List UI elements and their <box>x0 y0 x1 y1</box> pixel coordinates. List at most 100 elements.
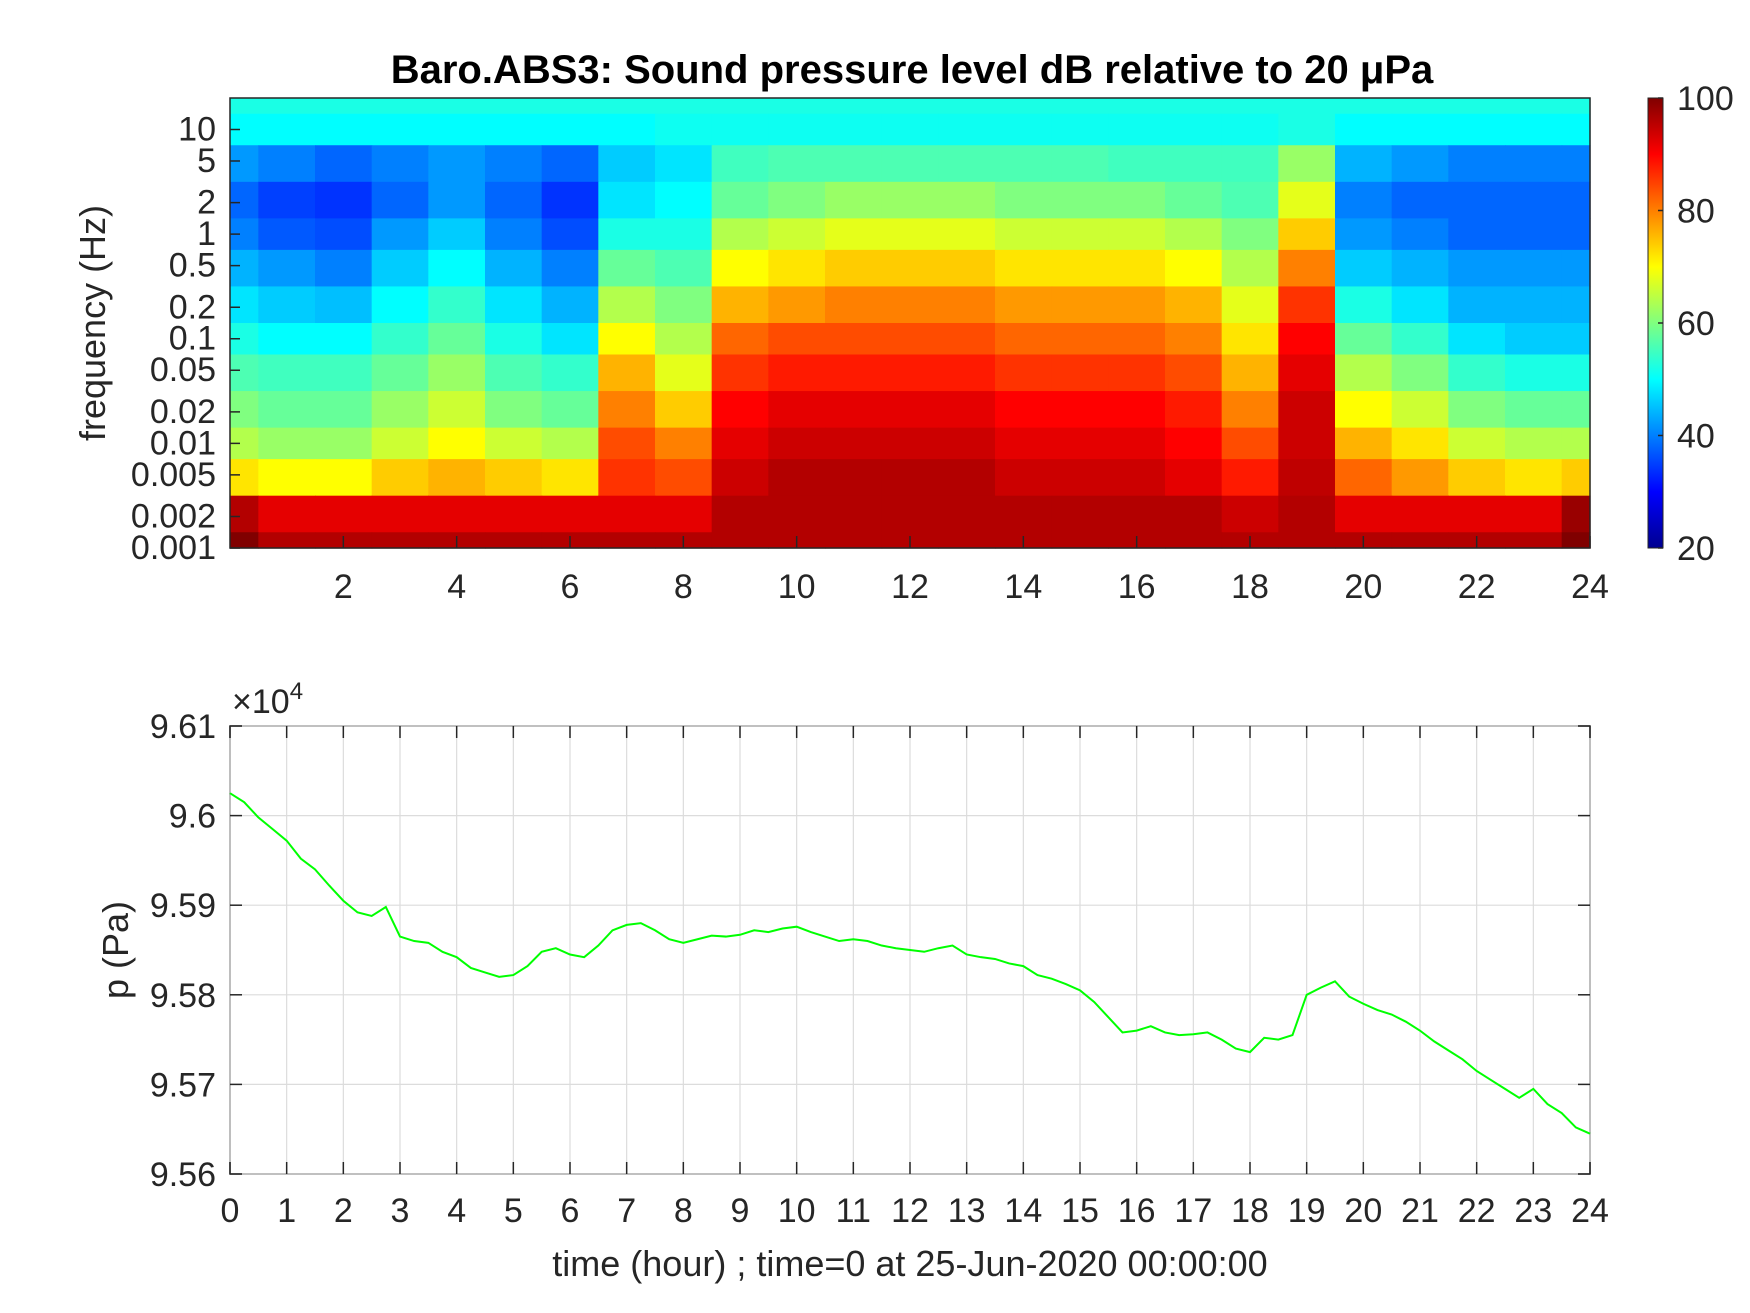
heatmap-cell <box>995 427 1053 460</box>
heatmap-cell <box>1391 145 1449 183</box>
heatmap-cell <box>655 218 713 251</box>
x-tick-label: 2 <box>334 1192 353 1230</box>
y-tick-label: 10 <box>178 110 216 148</box>
x-tick-label: 11 <box>836 1192 871 1230</box>
heatmap-cell <box>825 495 883 533</box>
colorbar-tick-label: 100 <box>1677 80 1734 118</box>
heatmap-cell <box>1165 427 1223 460</box>
heatmap-cell <box>1221 98 1279 115</box>
heatmap-cell <box>1505 113 1563 146</box>
heatmap-cell <box>598 249 656 288</box>
heatmap-cell <box>1108 427 1166 460</box>
colorbar-ticks: 100 80 60 40 20 <box>1658 80 1734 568</box>
heatmap-cell <box>315 391 373 429</box>
heatmap-cell <box>371 218 429 251</box>
heatmap-cell <box>541 495 599 533</box>
heatmap-cell <box>1561 391 1591 429</box>
heatmap-cell <box>1391 181 1449 219</box>
heatmap-cell <box>598 354 656 392</box>
x-tick-label: 24 <box>1571 1192 1609 1230</box>
heatmap-cell <box>258 495 316 533</box>
heatmap-cell <box>541 354 599 392</box>
colorbar-tick-label: 60 <box>1677 305 1715 343</box>
heatmap-cell <box>258 532 316 549</box>
heatmap-cell <box>1448 113 1506 146</box>
colorbar-tick-label: 20 <box>1677 530 1715 568</box>
heatmap-cell <box>1505 391 1563 429</box>
heatmap-cell <box>881 218 939 251</box>
heatmap-cell <box>485 323 543 356</box>
y-tick-label: 0.001 <box>131 529 216 567</box>
heatmap-cell <box>1108 495 1166 533</box>
heatmap-cell <box>1108 286 1166 324</box>
heatmap-cell <box>881 249 939 288</box>
heatmap-cell <box>1108 145 1166 183</box>
heatmap-cell <box>1505 249 1563 288</box>
heatmap-cell <box>995 391 1053 429</box>
heatmap-cell <box>825 181 883 219</box>
heatmap-cell <box>881 354 939 392</box>
heatmap-cell <box>598 286 656 324</box>
heatmap-cell <box>541 98 599 115</box>
heatmap-cell <box>1505 532 1563 549</box>
heatmap-cell <box>825 459 883 497</box>
heatmap-cell <box>1278 495 1336 533</box>
heatmap-cell <box>428 98 486 115</box>
heatmap-cell <box>995 113 1053 146</box>
y-tick-label: 0.002 <box>131 498 216 536</box>
heatmap-cell <box>541 145 599 183</box>
heatmap-cell <box>371 354 429 392</box>
x-tick-label: 5 <box>504 1192 523 1230</box>
heatmap-cell <box>371 391 429 429</box>
heatmap-cell <box>1561 459 1591 497</box>
heatmap-cell <box>428 495 486 533</box>
heatmap-cell <box>598 391 656 429</box>
heatmap-cell <box>1165 113 1223 146</box>
heatmap-cell <box>598 323 656 356</box>
x-tick-label: 14 <box>1004 1192 1042 1230</box>
heatmap-cell <box>541 323 599 356</box>
x-tick-label: 4 <box>447 1192 466 1230</box>
heatmap-cell <box>1505 495 1563 533</box>
heatmap-cell <box>1505 459 1563 497</box>
heatmap-cell <box>1391 286 1449 324</box>
spectrogram-y-ticks: 105 210.50.20.10.05 0.020.010.005 0.0020.00… <box>131 110 240 567</box>
heatmap-cell <box>825 98 883 115</box>
heatmap-cell <box>881 427 939 460</box>
heatmap-cell <box>485 354 543 392</box>
heatmap-cell <box>938 98 996 115</box>
heatmap-cell <box>655 459 713 497</box>
heatmap-cell <box>768 113 826 146</box>
heatmap-cell <box>315 145 373 183</box>
heatmap-cell <box>230 98 259 115</box>
heatmap-cell <box>1108 459 1166 497</box>
heatmap-cell <box>1448 427 1506 460</box>
heatmap-cell <box>371 459 429 497</box>
heatmap-cell <box>995 354 1053 392</box>
heatmap-cell <box>655 249 713 288</box>
x-tick-label: 23 <box>1514 1192 1552 1230</box>
x-tick-label: 3 <box>391 1192 410 1230</box>
x-tick-label: 1 <box>277 1192 296 1230</box>
heatmap-cell <box>655 181 713 219</box>
heatmap-cell <box>1391 98 1449 115</box>
x-tick-label: 8 <box>674 1192 693 1230</box>
heatmap-cell <box>485 532 543 549</box>
heatmap-cell <box>1391 354 1449 392</box>
heatmap-cell <box>258 218 316 251</box>
heatmap-cell <box>1335 427 1393 460</box>
heatmap-cell <box>938 427 996 460</box>
y-tick-label: 0.02 <box>150 393 216 431</box>
heatmap-cell <box>1391 495 1449 533</box>
heatmap-cell <box>825 145 883 183</box>
heatmap-cell <box>711 98 769 115</box>
heatmap-cell <box>1448 249 1506 288</box>
heatmap-cell <box>1505 145 1563 183</box>
heatmap-cell <box>541 181 599 219</box>
heatmap-cell <box>371 145 429 183</box>
heatmap-cell <box>1051 391 1109 429</box>
heatmap-cell <box>230 286 259 324</box>
heatmap-cell <box>1165 286 1223 324</box>
x-tick-label: 6 <box>561 568 580 606</box>
heatmap-cell <box>1165 249 1223 288</box>
